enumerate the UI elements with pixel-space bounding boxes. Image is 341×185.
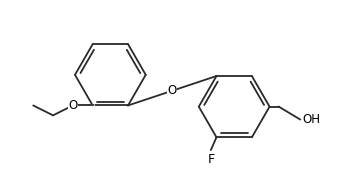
Text: O: O: [168, 84, 177, 97]
Text: O: O: [68, 99, 77, 112]
Text: OH: OH: [303, 113, 321, 126]
Text: F: F: [207, 153, 214, 166]
